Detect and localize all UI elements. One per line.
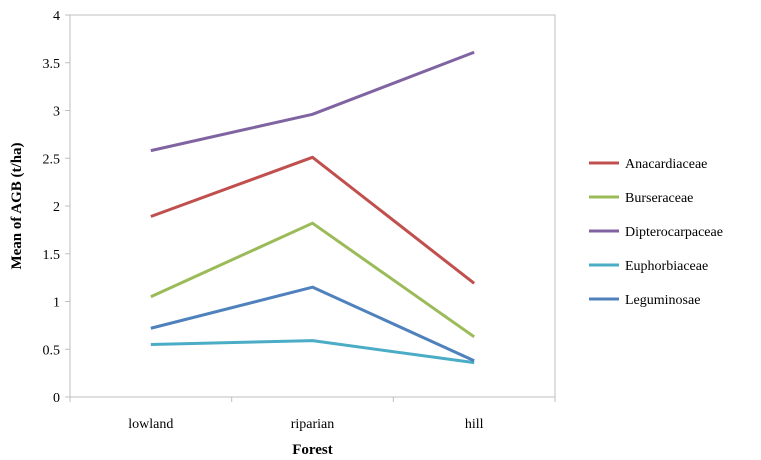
y-tick-label: 2.5 <box>43 152 61 167</box>
y-tick-label: 0 <box>53 391 60 406</box>
x-tick-label: riparian <box>291 417 335 432</box>
series-lines <box>150 50 476 365</box>
y-tick-label: 3.5 <box>43 57 61 72</box>
y-tick-label: 0.5 <box>43 343 61 358</box>
legend-label: Burseraceae <box>625 191 693 206</box>
series-line-euphorbiaceae <box>150 339 475 365</box>
y-tick-label: 1.5 <box>43 248 61 263</box>
x-axis-ticks: lowland riparian hill <box>69 397 556 432</box>
series-line-anacardiaceae <box>150 155 476 285</box>
x-axis-title: Forest <box>292 442 333 458</box>
y-axis-ticks: 0 0.5 1 1.5 2 2.5 3 3.5 4 <box>43 9 70 406</box>
series-line-burseraceae <box>150 221 476 339</box>
y-tick-label: 1 <box>53 296 60 311</box>
y-tick-label: 4 <box>53 9 60 24</box>
legend-label: Anacardiaceae <box>625 157 707 172</box>
legend-label: Euphorbiaceae <box>625 259 708 274</box>
legend-label: Leguminosae <box>625 293 700 308</box>
x-tick-label: lowland <box>128 417 173 432</box>
y-axis-title: Mean of AGB (t/ha) <box>9 142 25 269</box>
legend-label: Dipterocarpaceae <box>625 225 723 240</box>
plot-area-frame <box>69 14 556 398</box>
x-tick-label: hill <box>465 417 484 432</box>
series-line-dipterocarpaceae <box>150 50 475 153</box>
series-line-leguminosae <box>150 285 475 363</box>
y-tick-label: 2 <box>53 200 60 215</box>
legend: Anacardiaceae Burseraceae Dipterocarpaceae… <box>589 157 723 308</box>
y-tick-label: 3 <box>53 105 60 120</box>
